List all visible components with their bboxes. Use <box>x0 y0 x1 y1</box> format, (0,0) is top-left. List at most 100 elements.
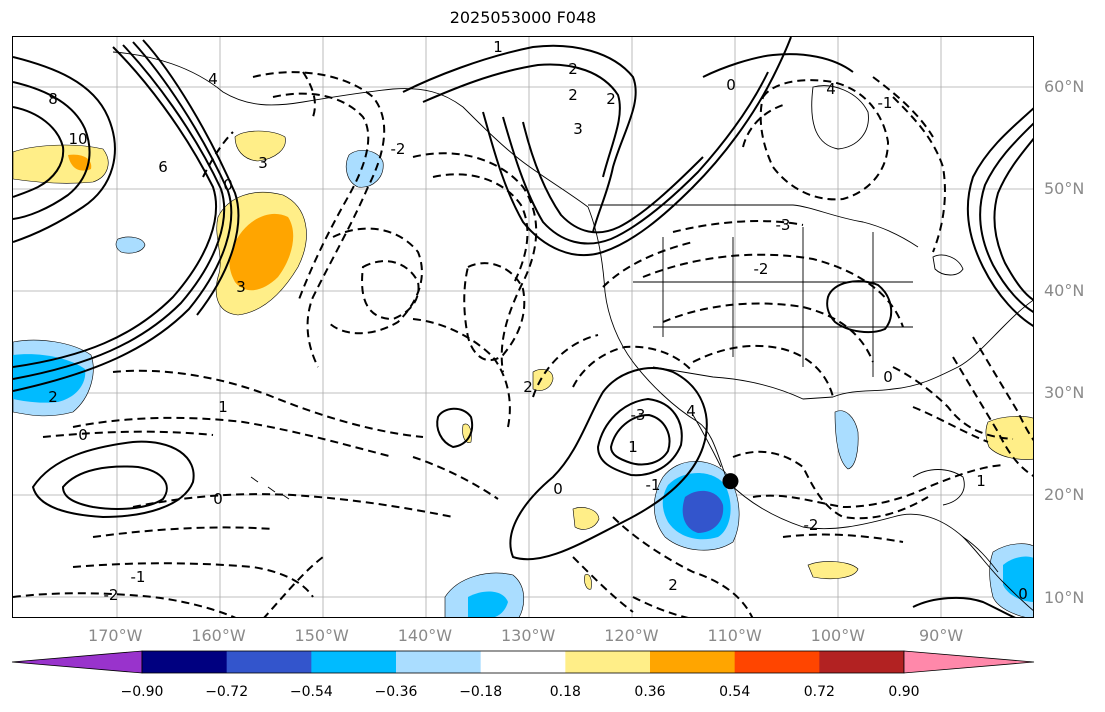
dash-24 <box>742 104 784 148</box>
dash-27 <box>732 450 929 520</box>
contour-baja-high-1 <box>509 367 708 561</box>
dash-29 <box>782 533 904 543</box>
colorbar <box>11 650 1035 674</box>
dash-39 <box>412 318 511 428</box>
contour-south <box>912 596 1016 617</box>
contour-jet-3 <box>13 41 233 392</box>
lon-label: 140°W <box>397 626 453 645</box>
us-mexico-border <box>652 366 834 400</box>
dash-6 <box>432 173 529 286</box>
contours-negative <box>13 71 1033 617</box>
dash-4 <box>361 260 420 321</box>
gridlines <box>13 37 1033 617</box>
contour-w-high-2 <box>61 465 168 510</box>
contour-w-high-1 <box>31 440 195 519</box>
map-panel[interactable]: 1 2 4 8 10 6 0 3 -2 -3 2 0 3 2 1 0 -1 -2 2 0 3 4 1 0 -1 2 -3 -2 4 0 1 0… <box>12 36 1034 618</box>
lon-label: 110°W <box>707 626 762 645</box>
contour-jet-2 <box>13 44 226 380</box>
contour-jet-1 <box>13 46 217 368</box>
page-title: 2025053000 F048 <box>449 8 597 27</box>
dash-13 <box>72 562 314 598</box>
colorbar-tick-label: −0.18 <box>459 684 503 700</box>
dash-11 <box>132 493 454 518</box>
colorbar-tick-label: 0.36 <box>634 684 666 700</box>
baja <box>692 414 722 468</box>
dash-37 <box>572 345 694 388</box>
contour-label: -2 <box>804 516 819 534</box>
contour-label: -2 <box>754 260 769 278</box>
colorbar-tick-label: 0.54 <box>719 684 751 700</box>
fill-positive-small-e <box>807 561 859 580</box>
contour-label: 2 <box>568 86 578 104</box>
fill-positive-small-c <box>532 369 554 391</box>
dash-2 <box>272 92 370 303</box>
fill-negative-south-core <box>468 591 508 617</box>
contour-label: 1 <box>628 438 638 456</box>
contour-label: 3 <box>258 154 268 172</box>
contour-north-right <box>702 53 854 78</box>
lon-label: 120°W <box>604 626 659 645</box>
contour-label: 2 <box>523 378 533 396</box>
contour-label: 4 <box>208 70 218 88</box>
lat-label: 40°N <box>1044 281 1085 301</box>
lat-label: 60°N <box>1044 77 1085 97</box>
lon-label: 170°W <box>88 626 143 645</box>
fill-negative-caribbean-core <box>1003 556 1033 602</box>
hudson-bay <box>811 85 869 150</box>
lon-label: 90°W <box>918 626 964 645</box>
fill-positive-small-g <box>584 574 592 590</box>
contour-label: -3 <box>631 406 646 424</box>
dash-12 <box>92 526 274 538</box>
colorbar-tick-label: 0.72 <box>803 684 835 700</box>
dash-8 <box>112 369 424 438</box>
contour-label: 1 <box>218 398 228 416</box>
lat-label: 30°N <box>1044 383 1085 403</box>
mexico-coast <box>727 481 1004 583</box>
contour-label: 0 <box>553 480 563 498</box>
colorbar-cell <box>565 651 651 673</box>
fill-negative-mexico-core <box>682 490 724 533</box>
dash-34 <box>202 131 234 178</box>
contours-positive <box>13 37 1033 617</box>
dash-26 <box>872 76 934 138</box>
contour-label: -2 <box>391 140 406 158</box>
contour-label: 3 <box>236 278 246 296</box>
contour-ridge-west-2 <box>422 63 621 178</box>
contour-label: 0 <box>726 76 736 94</box>
dash-18 <box>692 344 834 398</box>
state-lines-1 <box>662 227 874 377</box>
contour-label: 0 <box>1018 585 1028 603</box>
dash-25 <box>892 96 946 253</box>
contour-coast-2 <box>502 71 769 245</box>
storm-center-marker[interactable] <box>722 473 739 490</box>
dash-19 <box>662 302 874 363</box>
colorbar-tick-label: 0.18 <box>549 684 581 700</box>
colorbar-tick-label: −0.72 <box>205 684 249 700</box>
lon-label: 150°W <box>294 626 349 645</box>
dash-38 <box>532 334 599 398</box>
lat-label: 50°N <box>1044 179 1085 199</box>
colorbar-cell <box>734 651 820 673</box>
contour-label: -1 <box>878 94 893 112</box>
dash-1 <box>252 71 386 368</box>
colorbar-cell <box>819 651 905 673</box>
us-west-coast <box>587 206 729 483</box>
colorbar-extend-low <box>11 650 143 674</box>
central-america <box>962 536 1033 611</box>
colorbar-cell <box>311 651 397 673</box>
colorbar-tick-label: −0.54 <box>289 684 333 700</box>
contour-label: 8 <box>48 90 58 108</box>
contour-east-3 <box>993 137 1033 301</box>
contour-label: -2 <box>104 586 119 604</box>
dash-15 <box>263 556 324 617</box>
dash-16 <box>572 556 634 613</box>
contour-label: 0 <box>223 176 233 194</box>
dash-9 <box>72 416 394 458</box>
lat-label: 10°N <box>1044 587 1085 607</box>
contour-jet-4 <box>142 39 240 316</box>
fill-positive-bering-core <box>68 154 92 171</box>
contour-east-1 <box>966 107 1033 327</box>
anomaly-fills <box>13 130 1033 617</box>
state-lines-2 <box>633 281 913 328</box>
